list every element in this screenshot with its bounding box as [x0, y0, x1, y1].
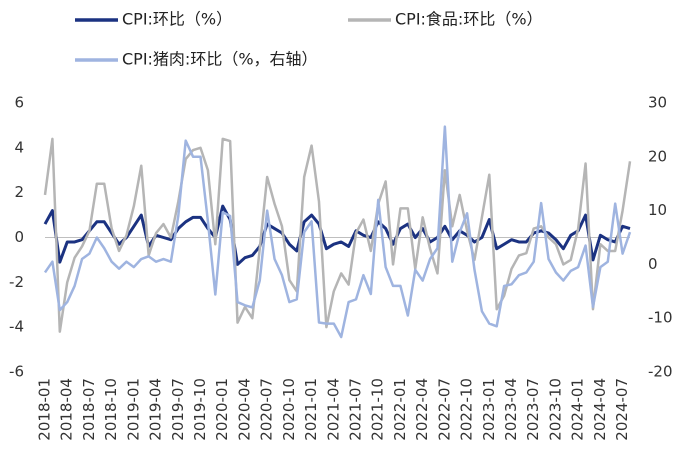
y-tick-label: 2 [14, 183, 24, 201]
x-tick-label: 2018-10 [102, 378, 120, 441]
x-tick-label: 2020-10 [280, 378, 298, 441]
x-tick-label: 2021-04 [324, 378, 342, 441]
legend-label: CPI:猪肉:环比（%，右轴） [122, 50, 318, 69]
x-tick-label: 2018-01 [36, 378, 54, 441]
x-tick-label: 2022-10 [458, 378, 476, 441]
x-tick-label: 2023-01 [480, 378, 498, 441]
y-tick-label: -6 [9, 363, 24, 381]
y2-tick-label: -20 [648, 363, 673, 381]
x-tick-label: 2024-07 [613, 378, 631, 441]
x-tick-label: 2020-01 [213, 378, 231, 441]
series-line [43, 125, 632, 339]
y-tick-label: 0 [14, 228, 24, 246]
x-tick-label: 2021-07 [347, 378, 365, 441]
x-tick-label: 2018-04 [58, 378, 76, 441]
x-tick-label: 2022-07 [435, 378, 453, 441]
x-tick-label: 2019-07 [169, 378, 187, 441]
y-tick-label: 6 [14, 94, 24, 112]
y-tick-label: -2 [9, 273, 24, 291]
x-tick-label: 2021-10 [369, 378, 387, 441]
x-tick-label: 2023-07 [524, 378, 542, 441]
y2-tick-label: 10 [648, 201, 667, 219]
x-tick-label: 2019-04 [147, 378, 165, 441]
x-tick-label: 2024-04 [591, 378, 609, 441]
x-tick-label: 2019-10 [191, 378, 209, 441]
x-tick-label: 2019-01 [124, 378, 142, 441]
x-tick-label: 2023-04 [502, 378, 520, 441]
legend-label: CPI:食品:环比（%） [395, 10, 543, 29]
y-tick-label: 4 [14, 138, 24, 156]
x-tick-label: 2023-10 [546, 378, 564, 441]
y-tick-label: -4 [9, 318, 24, 336]
y2-tick-label: 0 [648, 255, 658, 273]
legend-label: CPI:环比（%） [122, 10, 232, 29]
y2-tick-label: -10 [648, 309, 673, 327]
y2-tick-label: 30 [648, 94, 667, 112]
x-tick-label: 2021-01 [302, 378, 320, 441]
x-tick-label: 2024-01 [569, 378, 587, 441]
y2-tick-label: 20 [648, 147, 667, 165]
series-line [43, 137, 632, 333]
x-tick-label: 2018-07 [80, 378, 98, 441]
legend: CPI:环比（%） CPI:食品:环比（%） CPI:猪肉:环比（%，右轴） [75, 10, 543, 69]
x-tick-label: 2022-04 [413, 378, 431, 441]
x-tick-label: 2020-04 [235, 378, 253, 441]
x-tick-label: 2020-07 [258, 378, 276, 441]
x-tick-label: 2022-01 [391, 378, 409, 441]
